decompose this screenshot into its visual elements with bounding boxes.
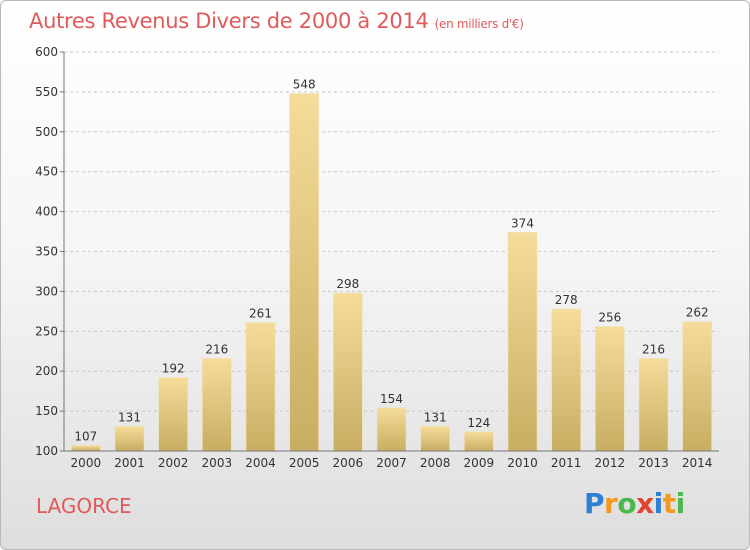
bar bbox=[507, 232, 538, 452]
chart-title: Autres Revenus Divers de 2000 à 2014 (en … bbox=[29, 9, 524, 33]
y-tick-label: 150 bbox=[35, 404, 58, 418]
proxiti-logo: Proxiti bbox=[584, 487, 685, 520]
bar bbox=[71, 445, 101, 452]
y-tick-label: 200 bbox=[35, 364, 58, 378]
chart-unit-note: (en milliers d'€) bbox=[434, 17, 524, 31]
bar bbox=[638, 358, 669, 452]
bar bbox=[464, 431, 494, 452]
place-name: LAGORCE bbox=[36, 494, 132, 518]
bar-value-label: 278 bbox=[555, 293, 578, 307]
bar-value-label: 216 bbox=[642, 342, 665, 356]
bar bbox=[289, 93, 319, 452]
bar bbox=[158, 377, 188, 452]
bar-value-label: 261 bbox=[249, 307, 272, 321]
bar-value-label: 131 bbox=[118, 410, 141, 424]
bar bbox=[333, 292, 363, 452]
y-axis: 100 150 200 250 300 350 400 450 500 550 600 bbox=[35, 45, 65, 458]
bar-value-label: 216 bbox=[205, 342, 228, 356]
y-tick-label: 500 bbox=[35, 125, 58, 139]
x-tick-label: 2005 bbox=[289, 456, 320, 470]
x-tick-label: 2000 bbox=[71, 456, 102, 470]
x-tick-label: 2011 bbox=[551, 456, 582, 470]
y-tick-label: 450 bbox=[35, 165, 58, 179]
y-tick-label: 300 bbox=[35, 284, 58, 298]
x-tick-label: 2004 bbox=[245, 456, 276, 470]
x-tick-label: 2003 bbox=[202, 456, 233, 470]
bar bbox=[202, 358, 232, 452]
bar bbox=[420, 425, 450, 452]
bar-value-label: 192 bbox=[162, 362, 185, 376]
bars: 107 131 192 216 261 548 298 154 131 124 374 278 256 2… bbox=[71, 77, 712, 452]
bar bbox=[245, 322, 276, 452]
bar bbox=[595, 326, 625, 452]
y-tick-label: 100 bbox=[35, 444, 58, 458]
bar-value-label: 131 bbox=[424, 410, 447, 424]
y-tick-label: 350 bbox=[35, 245, 58, 259]
bar-value-label: 124 bbox=[467, 416, 490, 430]
y-tick-label: 250 bbox=[35, 324, 58, 338]
x-tick-label: 2002 bbox=[158, 456, 189, 470]
x-tick-label: 2013 bbox=[638, 456, 669, 470]
y-tick-label: 550 bbox=[35, 85, 58, 99]
bar-value-label: 548 bbox=[293, 77, 316, 91]
bar-value-label: 262 bbox=[686, 306, 709, 320]
chart-title-text: Autres Revenus Divers de 2000 à 2014 bbox=[29, 9, 429, 33]
bar bbox=[682, 321, 712, 452]
y-tick-label: 400 bbox=[35, 205, 58, 219]
x-tick-label: 2006 bbox=[333, 456, 364, 470]
x-tick-label: 2014 bbox=[682, 456, 713, 470]
x-tick-label: 2010 bbox=[507, 456, 538, 470]
bar bbox=[114, 425, 145, 452]
x-tick-label: 2007 bbox=[376, 456, 407, 470]
x-axis: 2000 2001 2002 2003 2004 2005 2006 2007 2008 2009… bbox=[64, 450, 719, 470]
x-tick-label: 2012 bbox=[595, 456, 626, 470]
y-tick-label: 600 bbox=[35, 45, 58, 59]
x-tick-label: 2009 bbox=[464, 456, 495, 470]
bar-value-label: 107 bbox=[74, 429, 97, 443]
bar bbox=[376, 407, 407, 452]
bar-value-label: 154 bbox=[380, 392, 403, 406]
bar-value-label: 374 bbox=[511, 216, 534, 230]
x-tick-label: 2001 bbox=[114, 456, 145, 470]
bar bbox=[551, 308, 581, 452]
bar-value-label: 256 bbox=[598, 311, 621, 325]
x-tick-label: 2008 bbox=[420, 456, 451, 470]
bar-value-label: 298 bbox=[336, 277, 359, 291]
